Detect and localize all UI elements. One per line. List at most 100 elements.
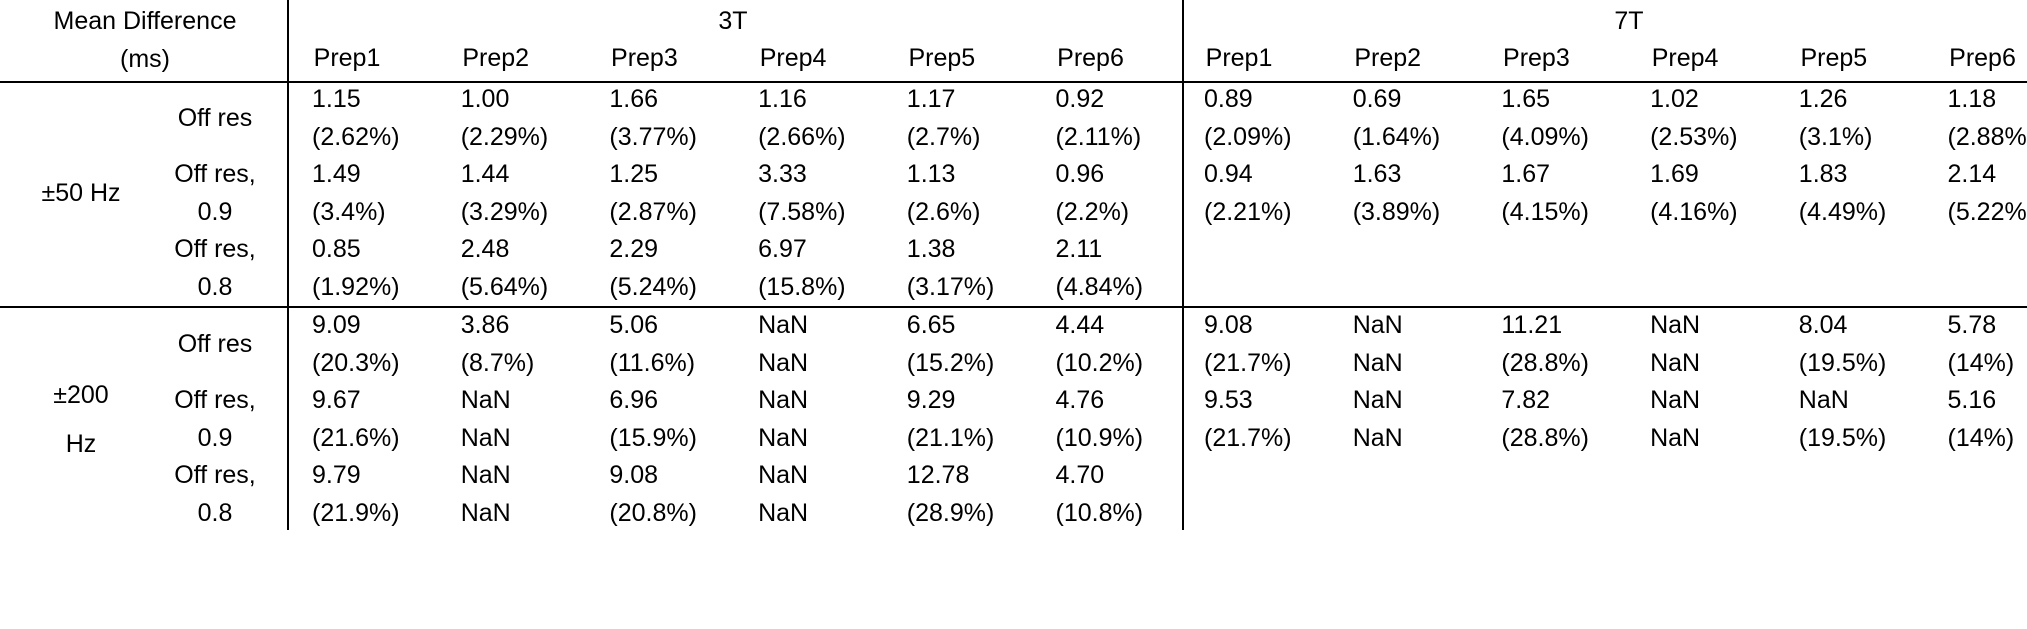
column-header: Prep2 [1354, 44, 1422, 72]
cell-text: (28.9%) [906, 498, 995, 527]
cell-text: (2.11%) [1055, 122, 1142, 151]
cell-text: NaN [1352, 348, 1403, 377]
cell-text: NaN [1650, 311, 1701, 340]
cell-text: NaN [758, 386, 809, 415]
cell-text: (1.64%) [1352, 122, 1441, 151]
cell-text: (5.22%) [1947, 197, 2027, 226]
cell-text: (2.29%) [460, 122, 549, 151]
cell-text: (21.6%) [312, 423, 400, 452]
column-header: Prep2 [462, 44, 530, 72]
cell-text: 6.96 [609, 386, 659, 415]
group-header: 3T [718, 7, 748, 35]
group-header: 7T [1614, 7, 1644, 35]
cell-text: (20.3%) [312, 348, 400, 377]
cell-text: 1.38 [906, 235, 956, 264]
cell-text: (2.62%) [312, 122, 400, 151]
cell-text: 1.69 [1650, 160, 1699, 189]
cell-text: 2.48 [460, 235, 510, 264]
cell-text: (3.89%) [1352, 197, 1441, 226]
cell-text: 2.14 [1947, 160, 1997, 189]
cell-text: 1.66 [609, 85, 659, 114]
cell-text: (2.66%) [758, 122, 846, 151]
cell-text: (4.16%) [1650, 197, 1738, 226]
cell-text: (3.29%) [460, 197, 549, 226]
cell-text: NaN [460, 386, 511, 415]
cell-text: 9.08 [609, 461, 659, 490]
cell-text: NaN [1650, 386, 1701, 415]
cell-text: 5.78 [1947, 311, 1997, 340]
cell-text: 0.89 [1204, 85, 1253, 114]
cell-text: 1.16 [758, 85, 807, 114]
cell-text: 3.86 [460, 311, 510, 340]
cell-text: 9.09 [312, 311, 361, 340]
cell-text: NaN [758, 461, 809, 490]
cell-text: NaN [1352, 423, 1403, 452]
cell-text: 1.65 [1501, 85, 1551, 114]
cell-text: (2.53%) [1650, 122, 1738, 151]
cell-text: NaN [758, 498, 809, 527]
cell-text: (2.2%) [1055, 197, 1130, 226]
cell-text: (10.9%) [1055, 423, 1144, 452]
cell-text: (19.5%) [1798, 348, 1887, 377]
cell-text: 5.16 [1947, 386, 1997, 415]
cell-text: (2.88%) [1947, 122, 2027, 151]
cell-text: (4.09%) [1501, 122, 1589, 151]
cell-text: 1.26 [1798, 85, 1848, 114]
cell-text: 2.29 [609, 235, 659, 264]
cell-text: (5.64%) [460, 272, 549, 301]
cell-text: (20.8%) [609, 498, 697, 527]
cell-text: 1.17 [906, 85, 956, 114]
cell-text: 4.70 [1055, 461, 1105, 490]
cell-text: (28.8%) [1501, 423, 1589, 452]
cell-text: 0.94 [1204, 160, 1253, 189]
cell-text: (7.58%) [758, 197, 846, 226]
cell-text: (11.6%) [609, 348, 696, 377]
header-rule [0, 81, 2027, 83]
block-label: ±200 Hz [53, 380, 109, 458]
cell-text: 9.53 [1204, 386, 1253, 415]
column-header: Prep1 [1205, 44, 1273, 72]
cell-text: 11.21 [1501, 311, 1563, 340]
column-header: Prep3 [1503, 44, 1570, 72]
column-header: Prep6 [1949, 44, 2016, 72]
column-header: Prep6 [1057, 44, 1124, 72]
cell-text: 0.92 [1055, 85, 1105, 114]
cell-text: (19.5%) [1798, 423, 1887, 452]
cell-text: 8.04 [1798, 311, 1848, 340]
cell-text: 1.83 [1798, 160, 1848, 189]
cell-text: 0.69 [1352, 85, 1402, 114]
cell-text: NaN [1352, 386, 1403, 415]
cell-text: (2.21%) [1204, 197, 1292, 226]
cell-text: 1.15 [312, 85, 361, 114]
cell-text: 1.63 [1352, 160, 1402, 189]
cell-text: 4.44 [1055, 311, 1105, 340]
cell-text: (4.15%) [1501, 197, 1589, 226]
cell-text: 1.44 [460, 160, 510, 189]
column-header: Prep4 [1651, 44, 1719, 72]
row-label: Off res, 0.8 [174, 235, 256, 301]
cell-text: (10.8%) [1055, 498, 1144, 527]
cell-text: (2.6%) [906, 197, 981, 226]
cell-text: (3.17%) [906, 272, 995, 301]
column-header: Prep1 [313, 44, 381, 72]
cell-text: 0.85 [312, 235, 361, 264]
cell-text: 0.96 [1055, 160, 1105, 189]
cell-text: (14%) [1947, 348, 2015, 377]
cell-text: 1.49 [312, 160, 361, 189]
cell-text: 1.18 [1947, 85, 1997, 114]
cell-text: NaN [1650, 423, 1701, 452]
cell-text: 1.13 [906, 160, 956, 189]
cell-text: NaN [1798, 386, 1849, 415]
cell-text: (8.7%) [460, 348, 535, 377]
row-label: Off res, 0.9 [174, 386, 256, 452]
cell-text: NaN [460, 461, 511, 490]
cell-text: (28.8%) [1501, 348, 1589, 377]
cell-text: (4.49%) [1798, 197, 1887, 226]
cell-text: (5.24%) [609, 272, 697, 301]
cell-text: 9.79 [312, 461, 361, 490]
cell-text: NaN [758, 311, 809, 340]
cell-text: 12.78 [906, 461, 970, 490]
cell-text: (14%) [1947, 423, 2015, 452]
cell-text: (4.84%) [1055, 272, 1144, 301]
